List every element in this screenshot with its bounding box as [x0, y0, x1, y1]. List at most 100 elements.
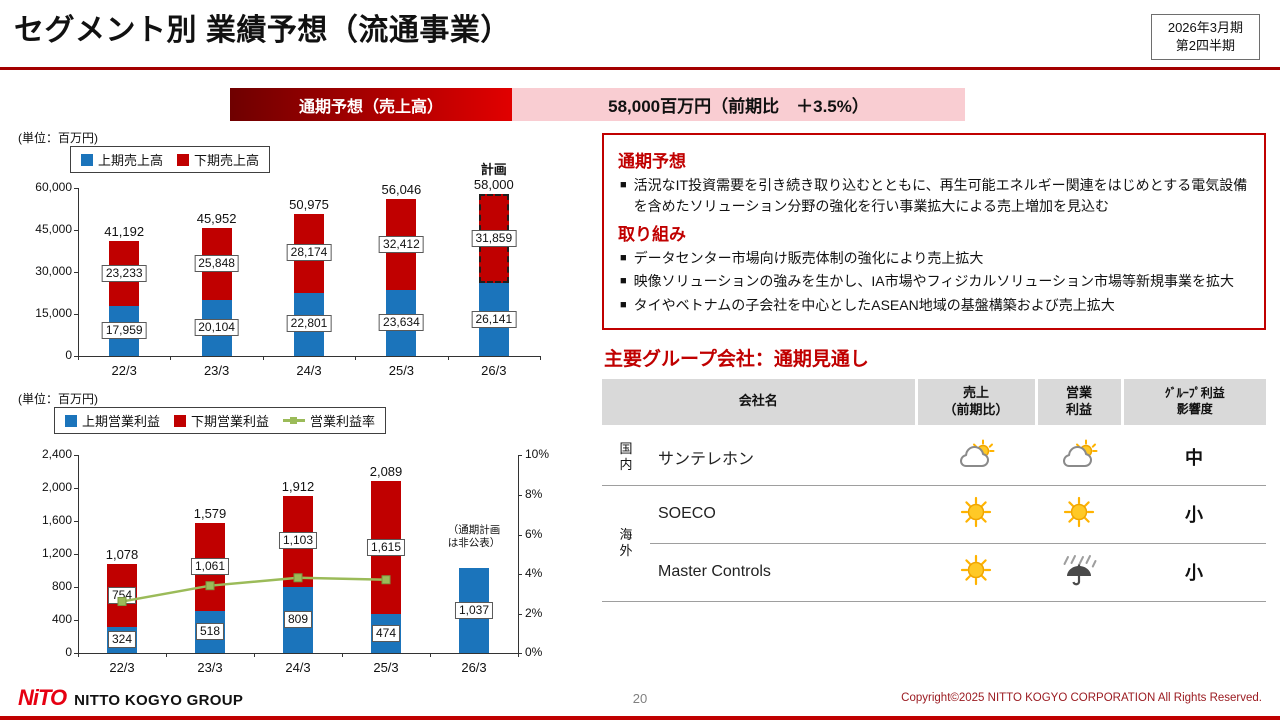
x-axis — [78, 356, 540, 358]
segment-value-label: 474 — [371, 624, 401, 642]
rain-icon — [1063, 554, 1097, 585]
table-header: 売上 （前期比） — [916, 378, 1038, 430]
company-name: SOECO — [650, 485, 917, 544]
segment-value-label: 324 — [107, 631, 137, 648]
impact-level: 小 — [1122, 543, 1266, 602]
x-tick-mark — [262, 356, 264, 361]
y-axis — [78, 188, 79, 357]
bullet-square-icon: ■ — [620, 275, 627, 288]
y2-tick-mark — [518, 534, 522, 536]
table-row: 海外 SOECO 小 — [602, 485, 1266, 602]
x-tick-mark — [78, 653, 79, 658]
company-name: Master Controls — [650, 543, 917, 602]
sales-outlook-cell — [916, 427, 1037, 486]
x-category-label: 25/3 — [388, 363, 415, 379]
plot-area: 0 400 800 1,200 1,600 2,000 2,400 0% 2% 4% 6% 8% 10%… — [14, 407, 586, 679]
segment-value-label: 1,037 — [454, 601, 494, 619]
bullet-text: データセンター市場向け販売体制の強化により売上拡大 — [633, 249, 984, 266]
y2-tick-label: 10% — [525, 447, 550, 462]
sales-outlook-cell — [916, 485, 1037, 544]
region-cell: 国内 — [602, 427, 650, 486]
y-tick-label: 2,400 — [41, 447, 72, 462]
unit-label: (単位：百万円) — [18, 392, 98, 407]
logo-mark-icon: NiTO — [18, 685, 67, 710]
bullet-square-icon: ■ — [620, 251, 627, 264]
y-tick-label: 1,600 — [41, 513, 72, 528]
x-category-label: 22/3 — [109, 660, 135, 676]
company-name: サンテレホン — [650, 427, 917, 486]
cloud-sun-icon — [1059, 439, 1099, 476]
segment-value-label: 31,859 — [471, 229, 517, 247]
y-axis — [78, 455, 79, 654]
forecast-bullet-list: ■ 活況なIT投資需要を引き続き取り込むとともに、再生可能エネルギー関連をはじめと… — [618, 175, 1250, 216]
segment-value-label: 23,634 — [379, 314, 424, 332]
segment-value-label: 1,103 — [278, 532, 318, 550]
total-label: 45,952 — [196, 210, 237, 226]
total-label: 2,089 — [369, 464, 403, 480]
legend-label: 上期売上高 — [98, 153, 164, 169]
group-companies-table: 会社名 売上 （前期比） 営業 利益 ｸﾞﾙｰﾌﾟ利益 影響度 国内 サンテレホン 中海外 SO… — [602, 378, 1266, 602]
segment-value-label: 1,061 — [190, 557, 230, 575]
segment-value-label: 518 — [195, 623, 225, 640]
legend-swatch-icon — [177, 153, 190, 166]
y-tick-mark — [74, 356, 78, 358]
title-underline — [0, 67, 1280, 71]
header: セグメント別 業績予想（流通事業） 2026年3月期 第2四半期 — [0, 0, 1280, 61]
legend-swatch-icon — [81, 153, 93, 166]
y2-tick-label: 2% — [525, 605, 543, 620]
legend-item: 営業利益率 — [283, 411, 375, 430]
segment-value-label: 32,412 — [379, 235, 424, 253]
legend-line-marker-icon — [283, 417, 306, 425]
x-category-label: 23/3 — [197, 660, 223, 676]
y-tick-mark — [74, 314, 78, 316]
bullet-text: 映像ソリューションの強みを生かし、IA市場やフィジカルソリューション市場等新規事… — [633, 273, 1235, 290]
x-category-label: 26/3 — [481, 363, 507, 379]
legend-item: 上期売上高 — [81, 150, 163, 169]
y2-tick-label: 4% — [525, 566, 543, 581]
legend-label: 下期営業利益 — [191, 414, 270, 430]
legend-label: 上期営業利益 — [82, 414, 161, 430]
y-tick-label: 30,000 — [35, 264, 72, 279]
table-header: 会社名 — [602, 378, 918, 430]
plot-area: 0 15,000 30,000 45,000 60,000 22/3 23/3 24/3 25/… — [14, 146, 586, 382]
y-tick-mark — [74, 272, 78, 274]
y-tick-label: 60,000 — [35, 180, 72, 195]
y-tick-label: 0 — [65, 645, 72, 660]
segment-value-label: 809 — [283, 611, 313, 628]
profit-outlook-cell — [1036, 427, 1123, 486]
region-label: 海外 — [619, 526, 633, 558]
forecast-heading: 通期予想 — [618, 152, 686, 172]
y-tick-label: 2,000 — [41, 480, 72, 495]
sun-icon — [1059, 496, 1099, 533]
y2-axis — [518, 455, 519, 655]
legend-item: 下期売上高 — [177, 150, 259, 169]
page-number: 20 — [632, 690, 648, 706]
main-content: (単位：百万円) 0 15,000 30,000 45,000 60,000 22/3 23/… — [0, 121, 1280, 679]
segment-value-label: 22,801 — [286, 315, 332, 333]
impact-level: 中 — [1122, 427, 1266, 486]
profit-outlook-cell — [1036, 543, 1123, 602]
y-tick-label: 400 — [51, 612, 72, 627]
segment-value-label: 26,141 — [471, 310, 517, 328]
group-outlook-heading: 主要グループ会社：通期見通し — [604, 348, 869, 370]
y2-tick-mark — [518, 613, 522, 615]
table-header: 営業 利益 — [1036, 378, 1124, 430]
x-tick-mark — [355, 356, 357, 361]
x-category-label: 26/3 — [461, 660, 487, 676]
company-logo: NiTO NITTO KOGYO GROUP — [18, 685, 243, 711]
x-tick-mark — [166, 653, 167, 658]
table-row: Master Controls 小 — [602, 543, 1266, 602]
total-label: 56,046 — [381, 182, 422, 198]
y2-tick-mark — [518, 494, 522, 496]
x-tick-mark — [540, 356, 541, 361]
bullet-text: 活況なIT投資需要を引き続き取り込むとともに、再生可能エネルギー関連をはじめとす… — [633, 177, 1248, 214]
total-label: 58,000 — [473, 176, 514, 192]
legend-item: 上期営業利益 — [65, 411, 160, 430]
x-category-label: 23/3 — [203, 363, 230, 379]
y-tick-label: 0 — [65, 348, 72, 363]
y-tick-mark — [74, 653, 78, 655]
legend-item: 下期営業利益 — [174, 411, 269, 430]
x-tick-mark — [447, 356, 449, 361]
bullet-square-icon: ■ — [620, 298, 627, 311]
